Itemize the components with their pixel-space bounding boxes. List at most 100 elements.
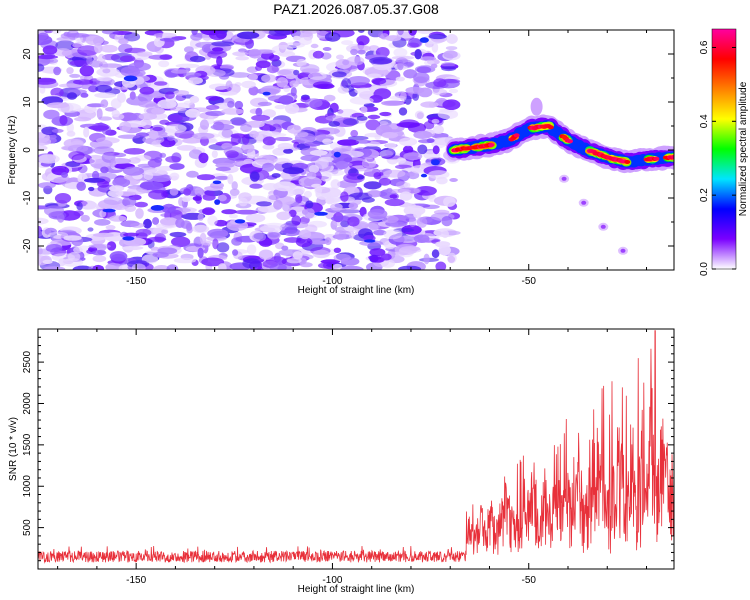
heatmap-cell	[395, 76, 405, 82]
y-tick-label: -10	[22, 190, 33, 205]
heatmap-cell	[169, 188, 179, 196]
heatmap-cell	[248, 73, 258, 81]
heatmap-cell	[263, 222, 286, 229]
heatmap-cell	[363, 239, 376, 243]
heatmap-cell	[246, 66, 258, 73]
heatmap-cell	[383, 169, 406, 178]
heatmap-cell	[216, 242, 230, 253]
heatmap-cell	[63, 235, 82, 241]
heatmap-cell	[337, 139, 360, 146]
heatmap-cell	[363, 181, 382, 190]
heatmap-cell	[199, 232, 207, 244]
heatmap-cell	[94, 42, 103, 54]
spectrogram-heatmap	[38, 30, 674, 270]
heatmap-cell	[443, 196, 456, 207]
heatmap-cell	[399, 191, 413, 201]
heatmap-cell	[185, 222, 193, 231]
heatmap-cell	[207, 50, 228, 59]
heatmap-cell	[143, 171, 154, 181]
heatmap-cell	[385, 142, 397, 148]
colorbar-tick-label: 0.2	[699, 188, 710, 202]
heatmap-cell	[159, 152, 167, 158]
heatmap-cell	[241, 80, 256, 89]
heatmap-cell	[258, 249, 274, 260]
heatmap-cell	[192, 224, 210, 233]
y-tick-label: 500	[22, 519, 33, 536]
heatmap-cell	[367, 114, 381, 120]
y-tick-label: 1000	[22, 475, 33, 498]
heatmap-cell	[97, 180, 110, 188]
colorbar-label: Normalized spectral amplitude	[738, 81, 749, 216]
heatmap-cell	[227, 174, 234, 185]
heatmap-cell	[381, 132, 399, 139]
heatmap-cell	[149, 174, 172, 183]
heatmap-cell	[210, 182, 224, 189]
heatmap-cell	[293, 69, 300, 76]
heatmap-cell	[305, 98, 323, 108]
heatmap-cell	[66, 67, 74, 75]
heatmap-cell	[347, 135, 369, 141]
heatmap-cell	[282, 167, 305, 175]
heatmap-cell	[349, 96, 374, 105]
heatmap-cell	[300, 155, 322, 162]
heatmap-cell	[211, 150, 218, 159]
heatmap-cell	[53, 176, 73, 184]
heatmap-cell	[441, 66, 456, 72]
heatmap-cell	[288, 209, 297, 217]
heatmap-cell	[290, 86, 297, 97]
heatmap-cell	[230, 166, 239, 172]
heatmap-cell	[65, 33, 90, 38]
colorbar-ticks: 0.0 0.2 0.4 0.6	[699, 40, 736, 276]
heatmap-cell	[50, 87, 64, 98]
heatmap-cell	[398, 265, 422, 270]
heatmap-cell	[154, 157, 163, 163]
heatmap-cell	[110, 158, 132, 164]
heatmap-cell	[91, 250, 107, 256]
heatmap-cell	[208, 83, 230, 90]
heatmap-cell	[92, 170, 100, 180]
heatmap-cell	[331, 215, 351, 222]
heatmap-cell	[225, 150, 239, 159]
heatmap-cell	[225, 80, 233, 91]
heatmap-cell	[443, 79, 461, 84]
heatmap-cell	[211, 47, 224, 52]
heatmap-cell	[385, 148, 395, 156]
heatmap-cell	[397, 30, 404, 36]
heatmap-cell	[109, 215, 127, 222]
heatmap-cell	[157, 247, 178, 255]
heatmap-cell	[88, 243, 111, 249]
heatmap-cell	[96, 67, 120, 77]
heatmap-cell	[301, 209, 309, 215]
heatmap-cell	[342, 118, 359, 126]
heatmap-cell	[231, 181, 238, 191]
heatmap-cell	[171, 236, 191, 248]
heatmap-cell	[128, 157, 141, 164]
heatmap-cell	[72, 265, 93, 270]
heatmap-cell	[403, 62, 414, 67]
heatmap-cell	[403, 182, 411, 188]
heatmap-cell	[325, 169, 345, 176]
heatmap-cell	[211, 41, 235, 47]
heatmap-cell	[123, 148, 146, 155]
heatmap-cell	[380, 259, 395, 268]
heatmap-cell	[117, 134, 140, 139]
heatmap-cell	[214, 175, 230, 180]
heatmap-cell	[234, 209, 259, 215]
heatmap-cell	[175, 218, 185, 229]
heatmap-cell	[324, 237, 332, 246]
heatmap-cell	[417, 30, 434, 35]
heatmap-cell	[96, 108, 103, 120]
heatmap-cell	[56, 213, 65, 223]
heatmap-cell	[88, 186, 95, 192]
heatmap-cell	[119, 55, 136, 62]
heatmap-cell	[357, 49, 366, 55]
heatmap-cell	[89, 157, 96, 165]
heatmap-cell	[291, 215, 302, 226]
heatmap-cell	[80, 92, 89, 98]
heatmap-cell	[414, 49, 422, 60]
heatmap-cell	[530, 97, 543, 116]
heatmap-cell	[215, 162, 235, 168]
x-tick-label: -100	[322, 575, 342, 586]
heatmap-cell	[221, 108, 244, 115]
heatmap-cell	[432, 88, 448, 96]
